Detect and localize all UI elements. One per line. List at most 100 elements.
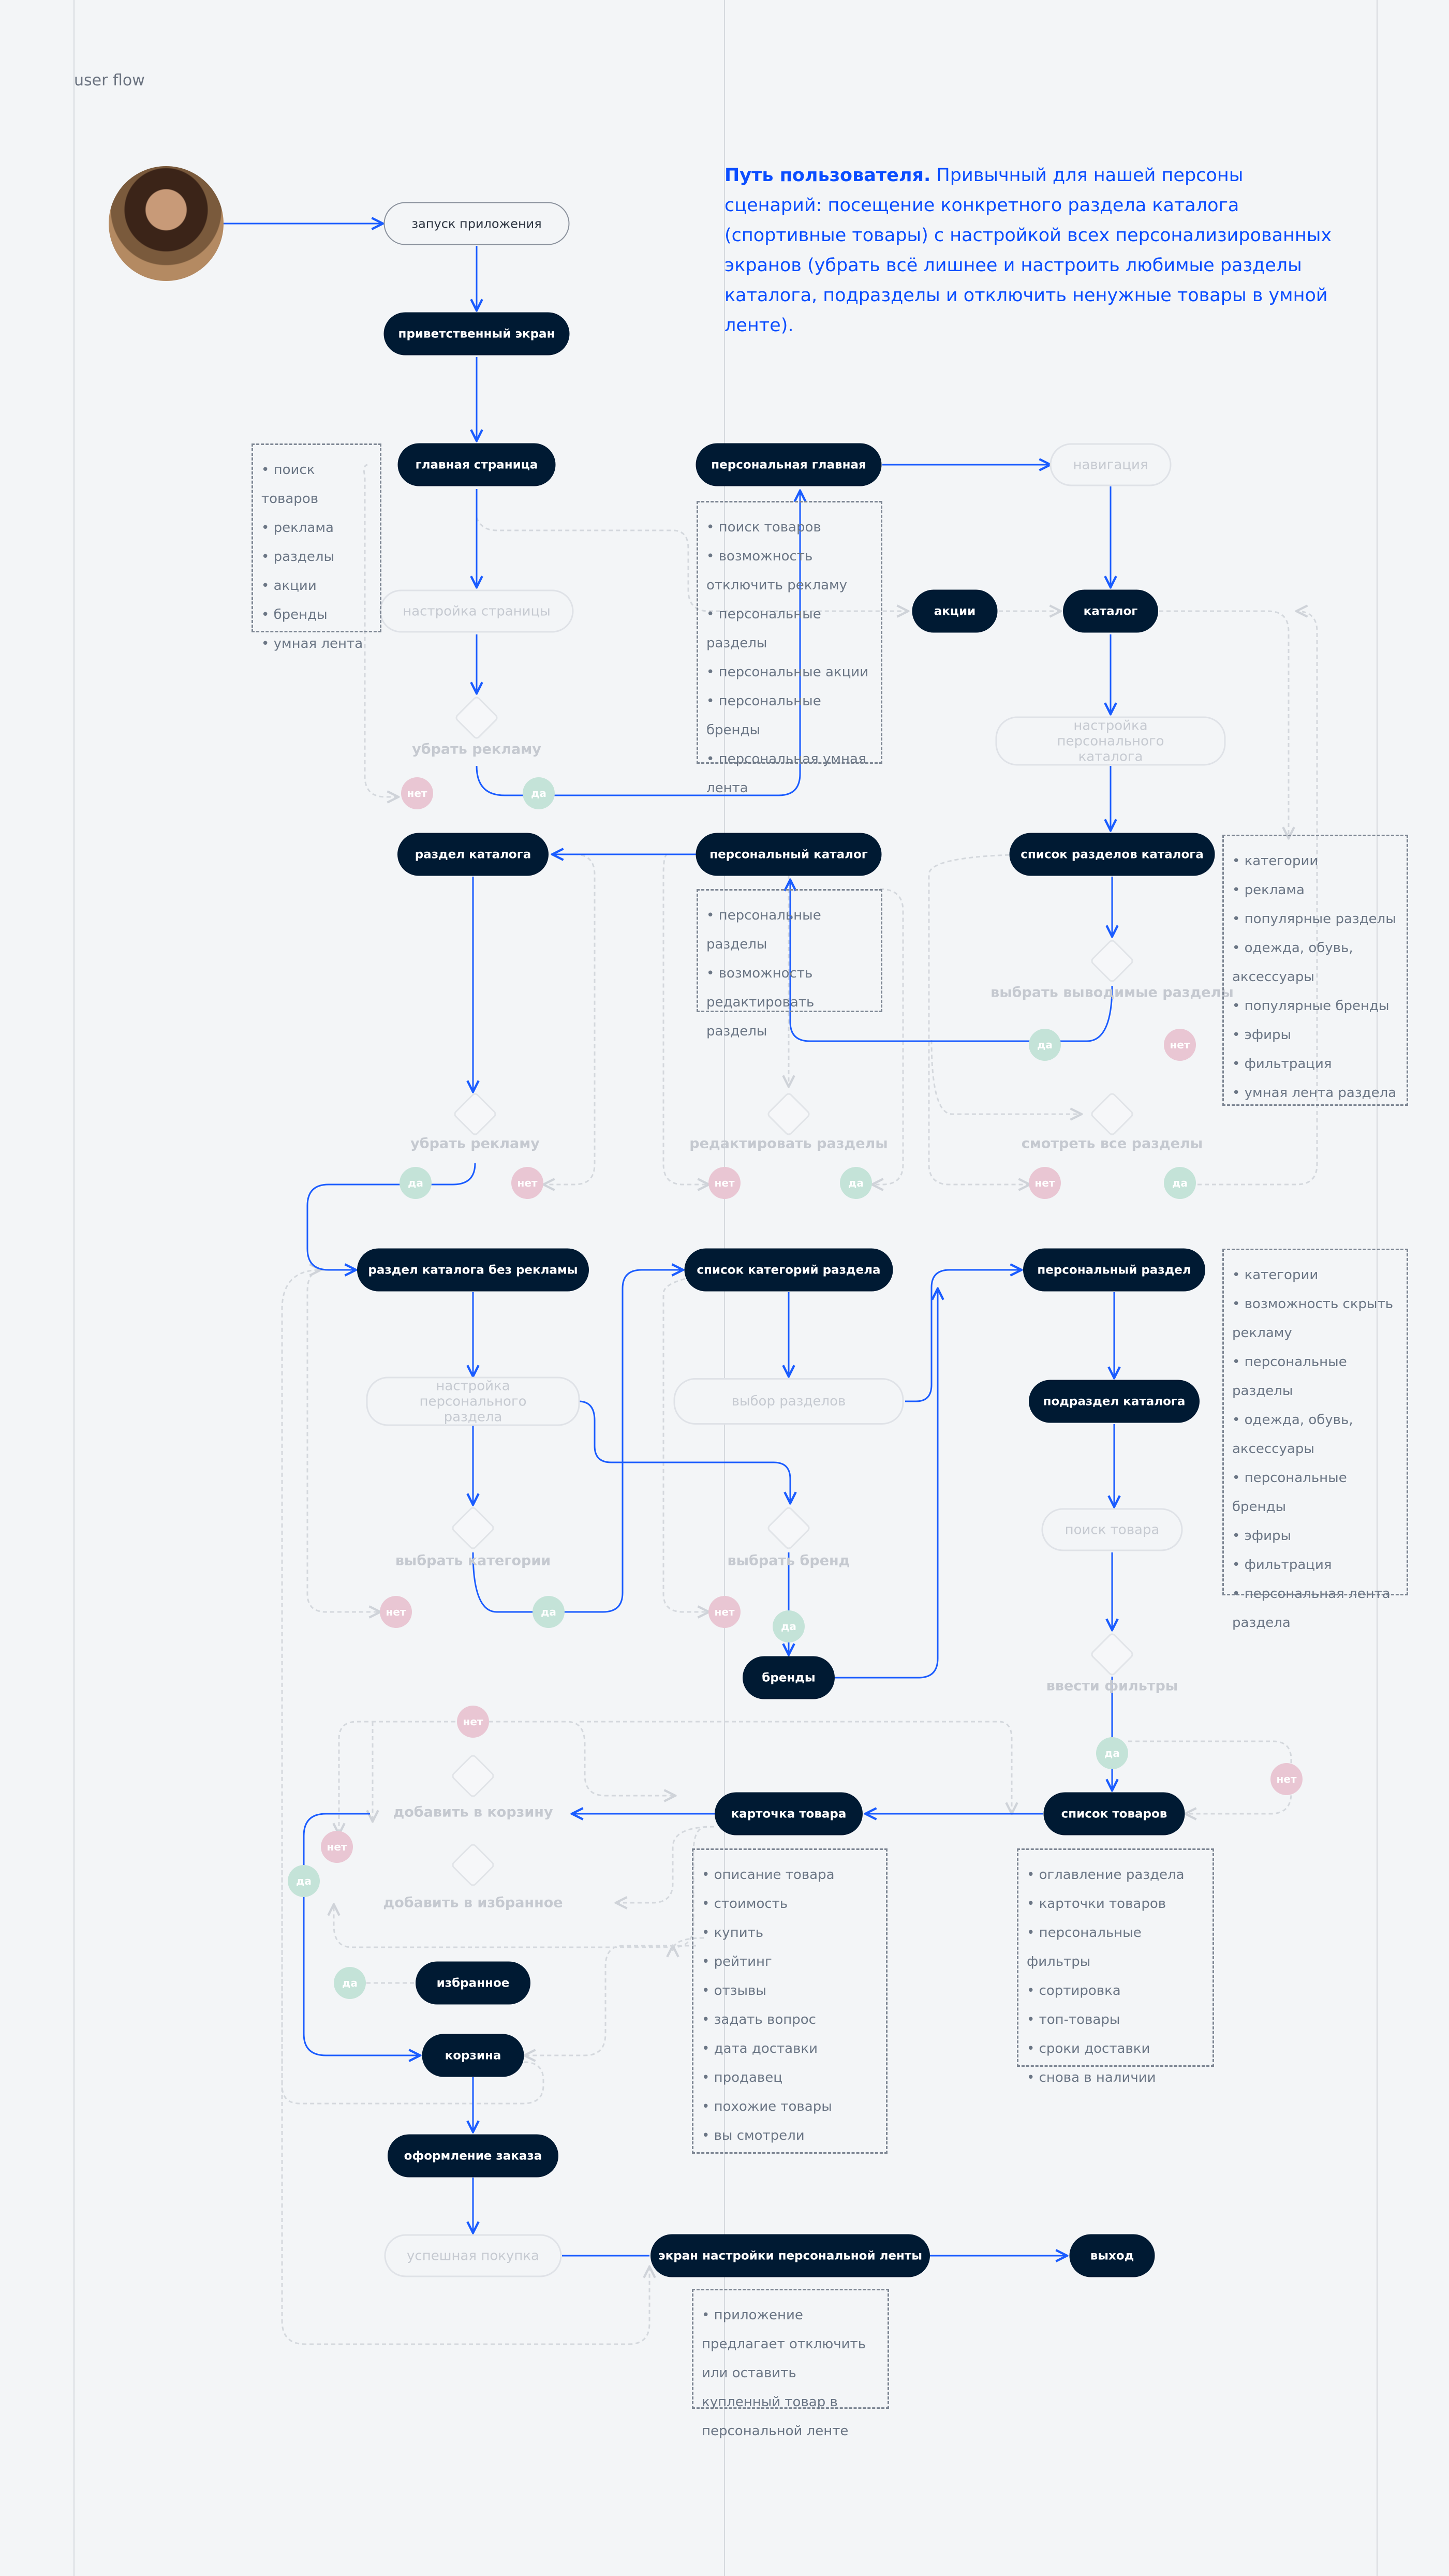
flow-arrow: [306, 1163, 476, 1270]
node-персональная-главная[interactable]: персональная главная: [696, 443, 882, 486]
feature-list-item: • популярные разделы: [1232, 911, 1396, 927]
feature-list-item: • умная лента: [261, 636, 363, 652]
feature-list-item: • топ-товары: [1027, 2012, 1120, 2027]
alt-flow-connector: [363, 464, 398, 797]
decision-выбрать-выводимые-разделы: выбрать выводимые разделы: [990, 984, 1234, 1001]
node-выбор-разделов[interactable]: выбор разделов: [673, 1378, 904, 1425]
badge-no: нет: [1270, 1763, 1303, 1795]
node-раздел-каталога-без-рекламы[interactable]: раздел каталога без рекламы: [357, 1248, 589, 1292]
alt-flow-connector: [928, 853, 1046, 1185]
badge-yes: да: [334, 1967, 366, 1999]
decision-выбрать-категории: выбрать категории: [395, 1552, 551, 1569]
node-список-категорий-раздела[interactable]: список категорий раздела: [684, 1248, 893, 1292]
node-поиск-товара[interactable]: поиск товара: [1041, 1508, 1183, 1551]
feature-list: • описание товара • стоимость • купить • ре…: [692, 1848, 888, 2154]
badge-yes: да: [773, 1610, 805, 1642]
flow-arrow: [790, 880, 1113, 1042]
node-персональный-раздел[interactable]: персональный раздел: [1023, 1248, 1205, 1292]
decision-добавить-в-избранное: добавить в избранное: [383, 1894, 563, 1911]
decision-убрать-рекламу: убрать рекламу: [412, 741, 541, 758]
flow-arrow: [905, 1270, 1022, 1402]
alt-flow-connector: [334, 1826, 707, 1948]
node-карточка-товара[interactable]: карточка товара: [715, 1792, 863, 1835]
feature-list-item: • эфиры: [1232, 1528, 1292, 1544]
node-корзина[interactable]: корзина: [422, 2034, 524, 2077]
node-навигация[interactable]: навигация: [1049, 443, 1172, 486]
page-title: user flow: [74, 71, 145, 90]
feature-list-item: • категории: [1232, 853, 1319, 869]
badge-yes: да: [533, 1596, 565, 1628]
node-запуск-приложения[interactable]: запуск приложения: [383, 202, 570, 245]
node-бренды[interactable]: бренды: [743, 1656, 835, 1699]
alt-flow-connector: [339, 1721, 455, 1834]
node-список-разделов-каталога[interactable]: список разделов каталога: [1009, 833, 1215, 876]
feature-list-item: • фильтрация: [1232, 1557, 1332, 1573]
flow-description: Путь пользователя. Привычный для нашей п…: [724, 160, 1335, 340]
node-подраздел-каталога[interactable]: подраздел каталога: [1029, 1380, 1200, 1423]
decision-добавить-в-корзину: добавить в корзину: [393, 1804, 553, 1820]
badge-no: нет: [457, 1706, 489, 1738]
feature-list-item: • эфиры: [1232, 1027, 1292, 1043]
alt-flow-connector: [476, 517, 908, 611]
feature-list-item: • отзывы: [702, 1983, 766, 1998]
alt-flow-connector: [662, 853, 709, 1185]
decision-редактировать-разделы: редактировать разделы: [689, 1135, 888, 1152]
feature-list-item: • снова в наличии: [1027, 2070, 1156, 2085]
alt-flow-connector: [489, 1721, 675, 1796]
node-раздел-каталога[interactable]: раздел каталога: [397, 833, 549, 876]
alt-flow-connector: [872, 888, 904, 1185]
decision-смотреть-все-разделы: смотреть все разделы: [1021, 1135, 1203, 1152]
alt-flow-connector: [524, 1945, 696, 2055]
node-выход[interactable]: выход: [1069, 2234, 1155, 2277]
node-экран-настройки-персональной-ленты[interactable]: экран настройки персональной ленты: [650, 2234, 930, 2277]
feature-list-item: • персональные фильтры: [1027, 1925, 1142, 1970]
node-успешная-покупка[interactable]: успешная покупка: [384, 2234, 562, 2277]
avatar: [109, 166, 224, 281]
feature-list-item: • персональная лента раздела: [1232, 1586, 1391, 1631]
feature-list-item: • стоимость: [702, 1896, 788, 1912]
alt-flow-connector: [1159, 610, 1289, 838]
feature-list-item: • популярные бренды: [1232, 998, 1389, 1014]
badge-yes: да: [1164, 1167, 1196, 1199]
badge-yes: да: [523, 777, 555, 809]
badge-yes: да: [1096, 1737, 1128, 1769]
feature-list-item: • одежда, обувь, аксессуары: [1232, 940, 1353, 985]
decision-убрать-рекламу: убрать рекламу: [410, 1135, 540, 1152]
feature-list-item: • сортировка: [1027, 1983, 1121, 1998]
badge-no: нет: [708, 1167, 741, 1199]
alt-flow-connector: [543, 853, 596, 1185]
feature-list: • поиск товаров • возможность отключить р…: [697, 501, 882, 796]
feature-list-item: • купить: [702, 1925, 764, 1941]
badge-yes: да: [840, 1167, 872, 1199]
feature-list: • персональные разделы • возможность реда…: [697, 889, 882, 1039]
node-список-товаров[interactable]: список товаров: [1043, 1792, 1185, 1835]
guide-line-right: [1377, 0, 1378, 2576]
feature-list: • категории • реклама • популярные разделы…: [1222, 835, 1408, 1106]
flow-arrow: [303, 1813, 420, 2055]
feature-list-item: • фильтрация: [1232, 1056, 1332, 1072]
alt-flow-connector: [930, 1040, 1082, 1114]
node-настройка-персонального-каталога[interactable]: настройка персонального каталога: [995, 716, 1226, 766]
feature-list-item: • персональные акции: [706, 664, 869, 680]
badge-no: нет: [511, 1167, 543, 1199]
node-оформление-заказа[interactable]: оформление заказа: [388, 2134, 558, 2178]
node-каталог[interactable]: каталог: [1063, 589, 1158, 633]
flow-arrow: [476, 491, 800, 796]
node-акции[interactable]: акции: [912, 589, 998, 633]
node-персональный-каталог[interactable]: персональный каталог: [696, 833, 882, 876]
node-настройка-персонального-раздела[interactable]: настройка персонального раздела: [366, 1376, 580, 1426]
node-избранное[interactable]: избранное: [416, 1961, 530, 2005]
feature-list-item: • карточки товаров: [1027, 1896, 1166, 1912]
description-text: Привычный для нашей персоны сценарий: по…: [724, 165, 1332, 336]
node-настройка-страницы[interactable]: настройка страницы: [379, 589, 574, 633]
decision-ввести-фильтры: ввести фильтры: [1046, 1678, 1178, 1694]
node-главная-страница[interactable]: главная страница: [397, 443, 556, 486]
flow-arrow: [472, 1270, 683, 1613]
alt-flow-connector: [673, 1937, 704, 1951]
feature-list-item: • реклама: [261, 520, 334, 536]
feature-list: • поиск товаров • реклама • разделы • акции…: [252, 443, 381, 652]
node-приветственный-экран[interactable]: приветственный экран: [383, 312, 570, 356]
alt-flow-connector: [1190, 611, 1318, 1186]
feature-list-item: • разделы: [261, 549, 334, 565]
